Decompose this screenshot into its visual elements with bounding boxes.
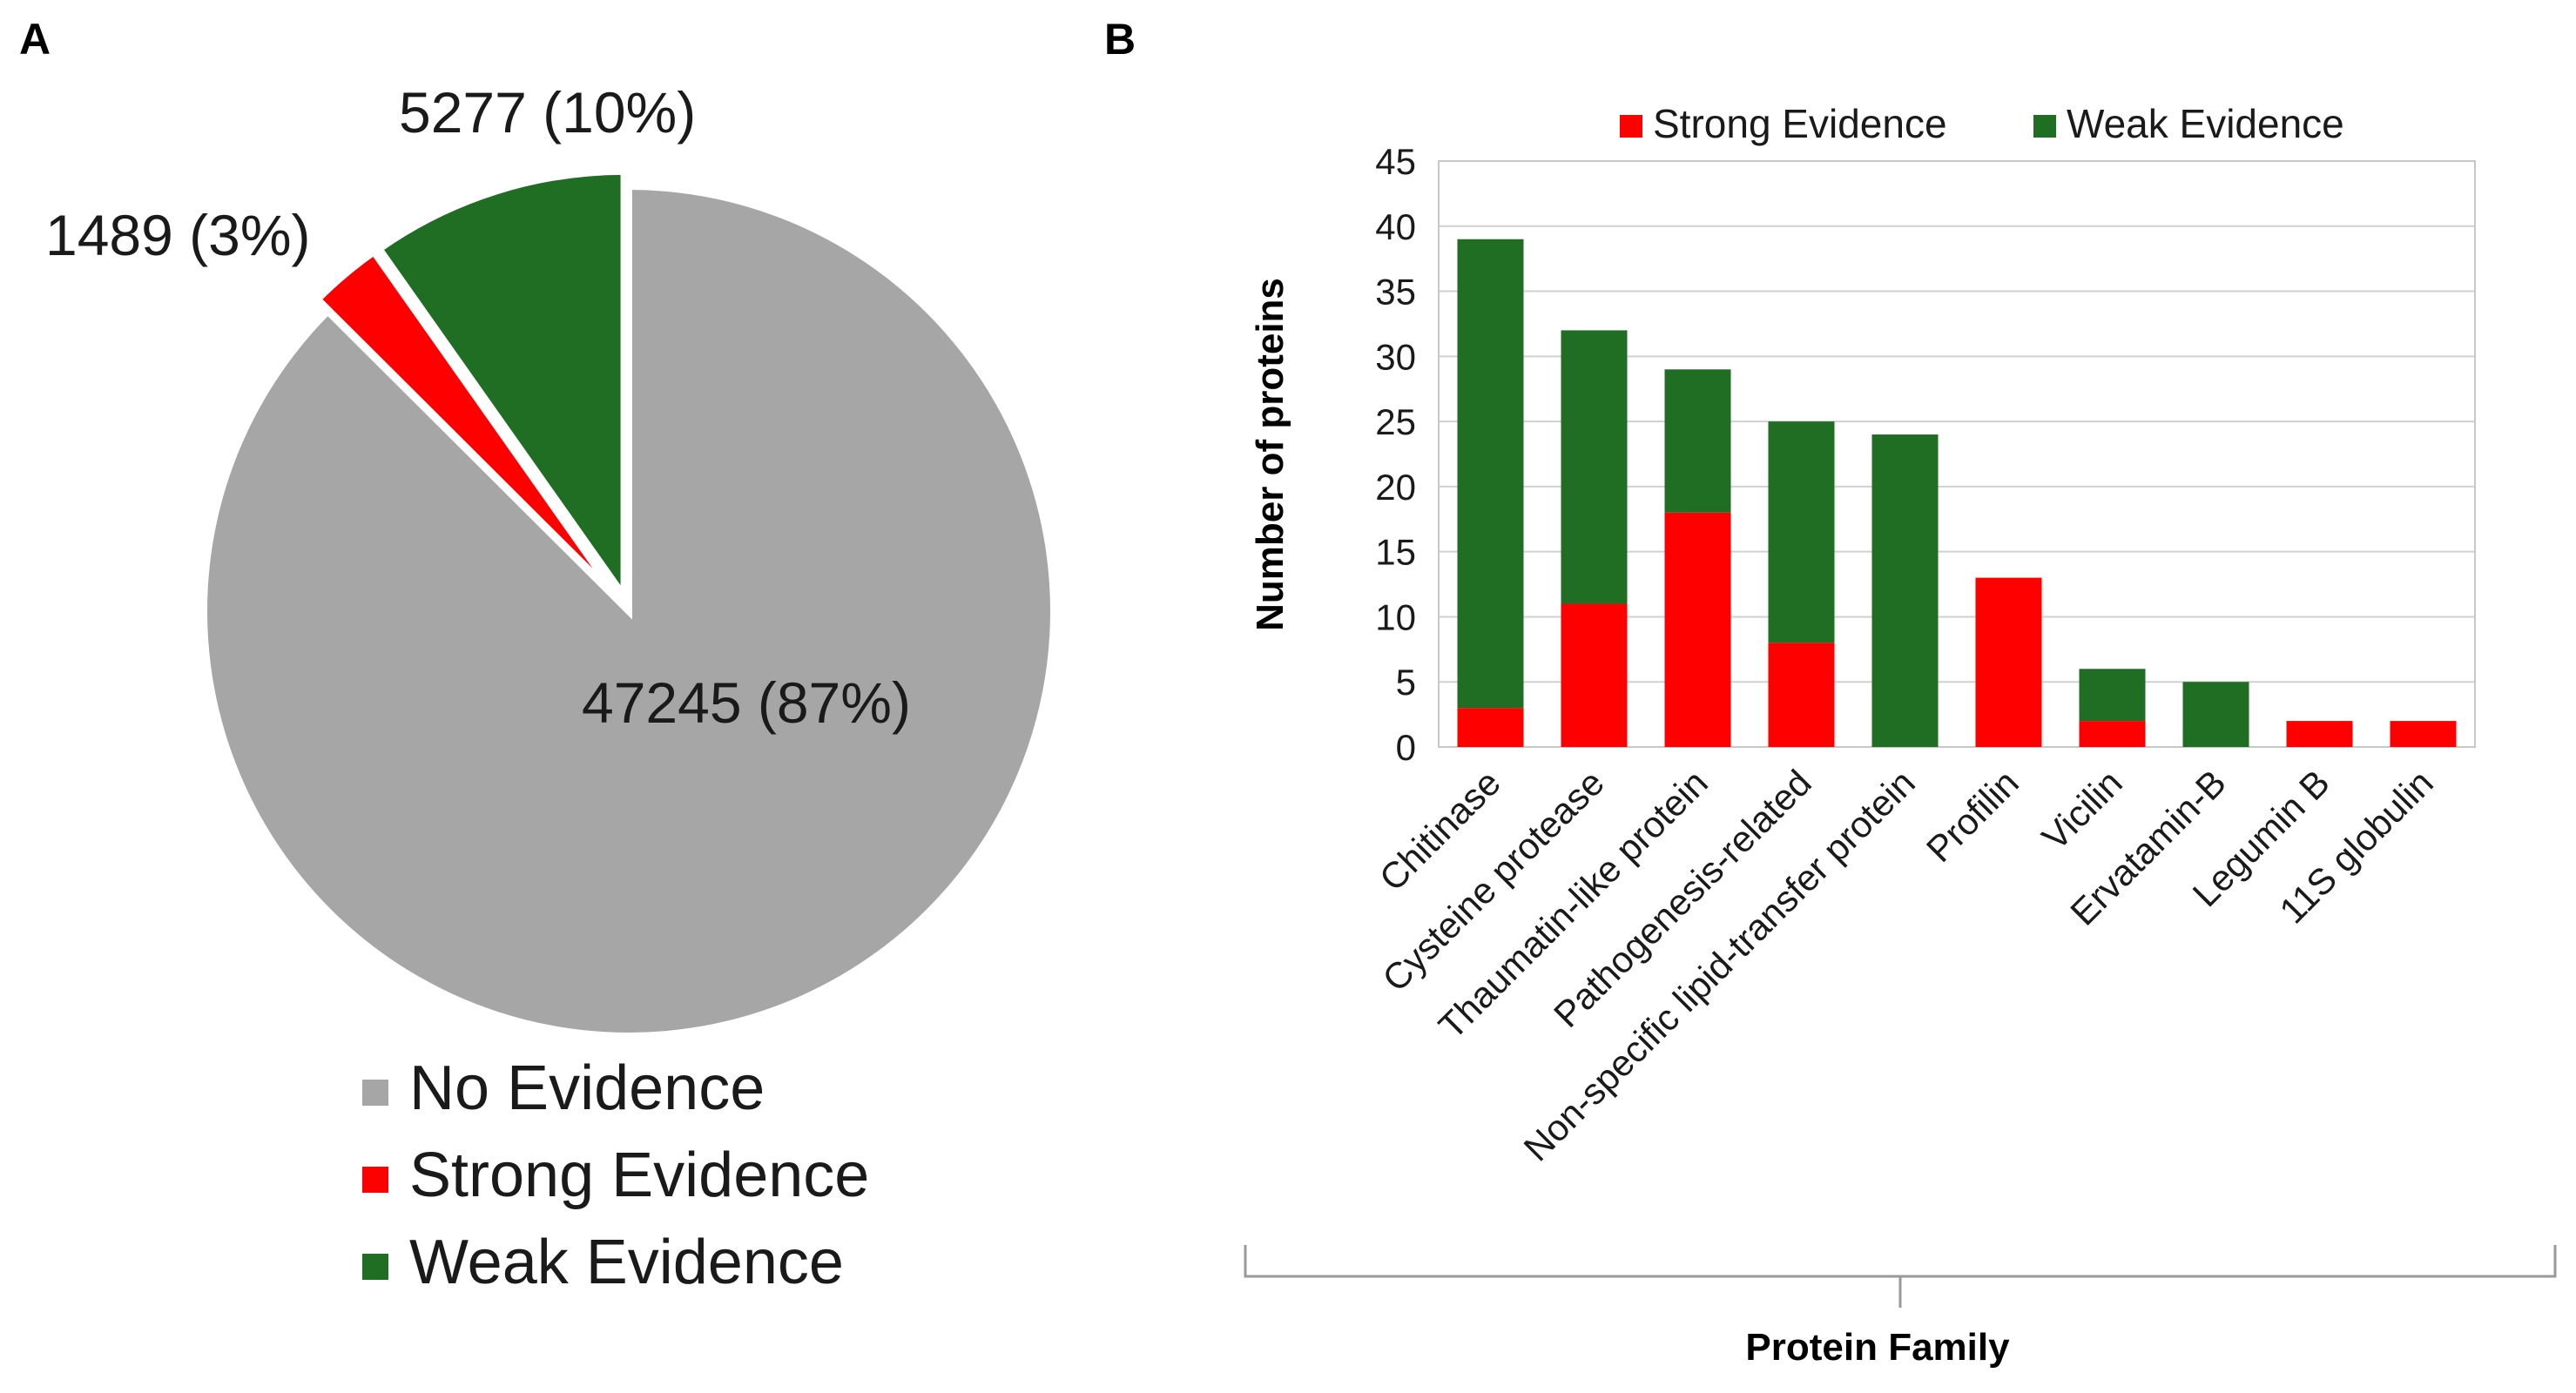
bar-weak-evidence (1768, 421, 1835, 643)
pie-legend-label-weak-evidence: Weak Evidence (409, 1228, 844, 1297)
bar-strong-evidence (1561, 603, 1628, 747)
panel-label-b: B (1104, 15, 1136, 64)
pie-slice-no-evidence (200, 182, 1057, 1040)
y-tick-label: 35 (1375, 272, 1416, 313)
bar-weak-evidence (1561, 330, 1628, 604)
bar-legend-swatch-strong-evidence (1620, 115, 1642, 138)
pie-slice-strong-evidence (313, 246, 622, 602)
plot-area (1438, 160, 2476, 748)
bar-legend-label-strong-evidence: Strong Evidence (1653, 101, 1947, 146)
y-tick-label: 5 (1396, 662, 1416, 703)
x-axis-title: Protein Family (1745, 1326, 2010, 1369)
y-tick-label: 30 (1375, 336, 1416, 377)
bar-weak-evidence (2079, 669, 2146, 722)
bar-weak-evidence (1457, 239, 1524, 709)
bar-strong-evidence (2079, 721, 2146, 747)
y-axis-title: Number of proteins (1249, 278, 1291, 631)
pie-label-strong-evidence: 1489 (3%) (45, 203, 311, 267)
pie-legend-label-strong-evidence: Strong Evidence (409, 1141, 869, 1210)
bar-strong-evidence (1768, 643, 1835, 747)
bar-strong-evidence (2390, 721, 2457, 747)
y-tick-label: 40 (1375, 206, 1416, 247)
pie-legend-swatch-weak-evidence (362, 1254, 388, 1280)
bar-legend-label-weak-evidence: Weak Evidence (2067, 101, 2344, 146)
bar-strong-evidence (1457, 708, 1524, 747)
bar-strong-evidence (1975, 577, 2042, 747)
pie-legend-swatch-strong-evidence (362, 1167, 388, 1193)
pie-slice-weak-evidence (374, 167, 628, 608)
bar-weak-evidence (2182, 682, 2249, 747)
bar-weak-evidence (1871, 434, 1939, 747)
pie-label-weak-evidence: 5277 (10%) (399, 80, 696, 145)
pie-label-no-evidence: 47245 (87%) (582, 670, 911, 735)
x-category-label: Vicilin (2034, 762, 2130, 858)
bar-legend-swatch-weak-evidence (2033, 115, 2056, 138)
panel-label-a: A (19, 15, 51, 64)
y-tick-label: 45 (1375, 141, 1416, 182)
y-tick-label: 25 (1375, 401, 1416, 442)
bar-weak-evidence (1664, 369, 1731, 513)
y-tick-label: 10 (1375, 596, 1416, 637)
y-tick-label: 15 (1375, 532, 1416, 573)
y-tick-label: 0 (1396, 727, 1416, 768)
bar-strong-evidence (2286, 721, 2353, 747)
pie-chart: 5277 (10%) 1489 (3%) 47245 (87%) No Evidenc… (45, 80, 1057, 1297)
y-tick-label: 20 (1375, 467, 1416, 508)
x-category-label: Profilin (1919, 762, 2026, 870)
pie-legend-swatch-no-evidence (362, 1080, 388, 1106)
x-axis-bracket (1244, 1245, 2557, 1308)
pie-legend-label-no-evidence: No Evidence (409, 1053, 765, 1123)
bar-strong-evidence (1664, 512, 1731, 747)
